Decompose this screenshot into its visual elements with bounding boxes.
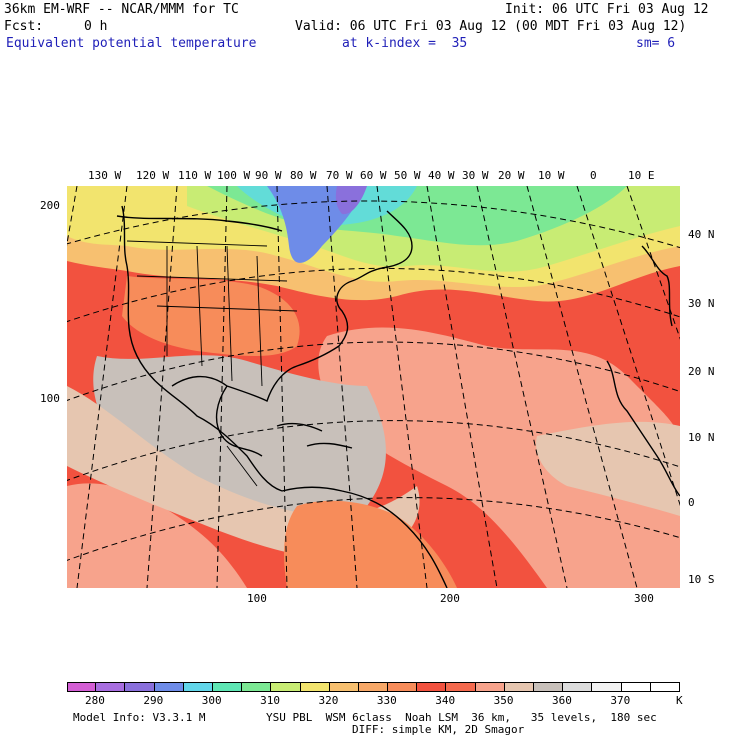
colorbar bbox=[67, 682, 680, 692]
diffusion-info: DIFF: simple KM, 2D Smagor bbox=[352, 723, 525, 736]
colorbar-outline bbox=[67, 682, 680, 692]
colorbar-segment bbox=[271, 682, 301, 692]
colorbar-segment bbox=[183, 682, 213, 692]
colorbar-segment bbox=[96, 682, 126, 692]
map-canvas bbox=[67, 186, 680, 588]
colorbar-label: 310 bbox=[260, 694, 281, 707]
forecast-hour: 0 h bbox=[84, 19, 108, 34]
colorbar-segment bbox=[300, 682, 330, 692]
longitude-label: 30 W bbox=[462, 169, 489, 182]
tan-east-atlantic bbox=[536, 421, 680, 516]
colorbar-segment bbox=[388, 682, 418, 692]
latitude-label: 20 N bbox=[688, 365, 715, 378]
colorbar-label: 320 bbox=[318, 694, 339, 707]
forecast-label: Fcst: bbox=[4, 19, 44, 34]
colorbar-segment bbox=[621, 682, 651, 692]
longitude-label: 40 W bbox=[428, 169, 455, 182]
colorbar-segment bbox=[329, 682, 359, 692]
salmon-pacific bbox=[67, 483, 247, 588]
colorbar-segment bbox=[417, 682, 447, 692]
colorbar-segment bbox=[67, 682, 97, 692]
init-time: Init: 06 UTC Fri 03 Aug 12 bbox=[505, 2, 709, 17]
colorbar-segment bbox=[242, 682, 272, 692]
latitude-label: 10 S bbox=[688, 573, 715, 586]
longitude-label: 0 bbox=[590, 169, 597, 182]
colorbar-label: 280 bbox=[85, 694, 105, 707]
colorbar-segment bbox=[504, 682, 535, 692]
orange-central-na bbox=[122, 276, 300, 356]
colorbar-label: 370 bbox=[610, 694, 631, 707]
colorbar-segment bbox=[212, 682, 243, 692]
longitude-label: 100 W bbox=[217, 169, 251, 182]
colorbar-unit: K bbox=[676, 694, 683, 707]
latitude-label: 0 bbox=[688, 496, 695, 509]
colorbar-segment bbox=[475, 682, 505, 692]
colorbar-label: 330 bbox=[376, 694, 397, 707]
colorbar-segment bbox=[154, 682, 184, 692]
smoothing-info: sm= 6 bbox=[636, 36, 676, 51]
longitude-label: 50 W bbox=[394, 169, 421, 182]
model-info: Model Info: V3.3.1 M bbox=[73, 711, 206, 724]
colorbar-label: 350 bbox=[493, 694, 514, 707]
valid-time: Valid: 06 UTC Fri 03 Aug 12 (00 MDT Fri … bbox=[295, 19, 687, 34]
longitude-label: 120 W bbox=[136, 169, 170, 182]
physics-info: YSU PBL WSM 6class Noah LSM 36 km, 35 le… bbox=[266, 711, 657, 724]
longitude-label: 70 W bbox=[326, 169, 353, 182]
grey-gulf-belt bbox=[93, 355, 386, 522]
model-title: 36km EM-WRF -- NCAR/MMM for TC bbox=[4, 2, 239, 17]
longitude-label: 10 W bbox=[538, 169, 565, 182]
longitude-label: 10 E bbox=[628, 169, 655, 182]
salmon-atlantic bbox=[318, 327, 680, 588]
longitude-label: 130 W bbox=[88, 169, 122, 182]
colorbar-label: 300 bbox=[201, 694, 222, 707]
grid-y-label: 200 bbox=[40, 199, 60, 212]
grid-x-label: 200 bbox=[440, 592, 460, 605]
coastlines bbox=[116, 205, 680, 588]
band-purple bbox=[335, 186, 367, 215]
colorbar-label: 360 bbox=[552, 694, 572, 707]
grid-x-label: 100 bbox=[247, 592, 267, 605]
colorbar-label: 290 bbox=[143, 694, 164, 707]
colorbar-segment bbox=[592, 682, 622, 692]
latitude-label: 10 N bbox=[688, 431, 715, 444]
grid-x-label: 300 bbox=[634, 592, 654, 605]
level-info: at k-index = 35 bbox=[342, 36, 468, 51]
orange-south-america bbox=[284, 500, 457, 588]
longitude-label: 90 W bbox=[255, 169, 282, 182]
grid-y-label: 100 bbox=[40, 392, 60, 405]
latitude-label: 30 N bbox=[688, 297, 715, 310]
longitude-label: 110 W bbox=[178, 169, 212, 182]
colorbar-label: 340 bbox=[435, 694, 456, 707]
colorbar-segment bbox=[125, 682, 155, 692]
colorbar-segment bbox=[446, 682, 476, 692]
political-borders bbox=[126, 240, 298, 487]
longitude-label: 60 W bbox=[360, 169, 387, 182]
colorbar-segment bbox=[358, 682, 389, 692]
longitude-label: 80 W bbox=[290, 169, 317, 182]
colorbar-segment bbox=[563, 682, 593, 692]
colorbar-segment bbox=[534, 682, 564, 692]
latitude-label: 40 N bbox=[688, 228, 715, 241]
field-name: Equivalent potential temperature bbox=[6, 36, 257, 51]
longitude-label: 20 W bbox=[498, 169, 525, 182]
theta-e-map bbox=[67, 186, 680, 588]
